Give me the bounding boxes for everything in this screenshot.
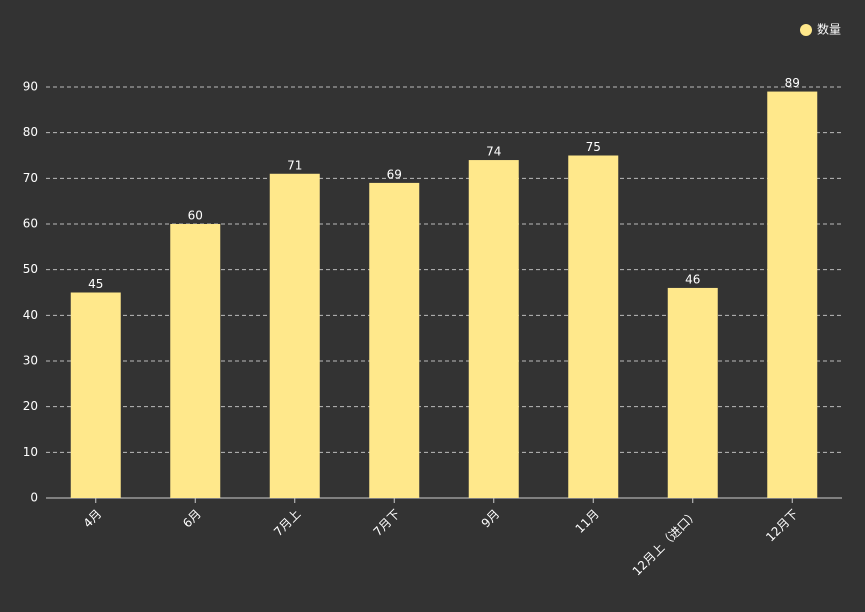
data-label: 75 — [586, 140, 601, 154]
bar — [568, 155, 619, 498]
data-label: 69 — [387, 167, 402, 181]
x-tick-label: 6月 — [180, 507, 204, 531]
y-tick-label: 10 — [23, 445, 38, 459]
y-tick-label: 50 — [23, 262, 38, 276]
y-tick-label: 30 — [23, 354, 38, 368]
bar — [767, 91, 818, 499]
data-label: 45 — [88, 277, 103, 291]
bar — [70, 292, 121, 498]
legend-marker — [800, 24, 812, 36]
data-label: 89 — [785, 76, 800, 90]
x-tick-label: 12月上（进口） — [630, 507, 702, 579]
y-tick-label: 70 — [23, 171, 38, 185]
data-label: 74 — [486, 145, 501, 159]
bar — [269, 173, 320, 498]
data-label: 46 — [685, 272, 700, 286]
data-label: 71 — [287, 158, 302, 172]
x-tick-label: 11月 — [573, 507, 602, 536]
y-tick-label: 60 — [23, 217, 38, 231]
bar — [170, 224, 221, 498]
x-tick-label: 9月 — [479, 507, 503, 531]
bar — [468, 160, 519, 499]
bar — [667, 287, 718, 498]
x-tick-label: 7月下 — [371, 507, 403, 539]
data-label: 60 — [188, 209, 203, 223]
y-tick-label: 0 — [30, 491, 38, 505]
y-tick-label: 90 — [23, 80, 38, 94]
y-tick-label: 20 — [23, 399, 38, 413]
bar — [369, 182, 420, 498]
x-tick-label: 12月下 — [763, 507, 801, 545]
y-tick-label: 40 — [23, 308, 38, 322]
y-tick-label: 80 — [23, 125, 38, 139]
x-tick-label: 4月 — [81, 507, 105, 531]
x-tick-label: 7月上 — [271, 507, 303, 539]
legend-label: 数量 — [817, 22, 841, 37]
